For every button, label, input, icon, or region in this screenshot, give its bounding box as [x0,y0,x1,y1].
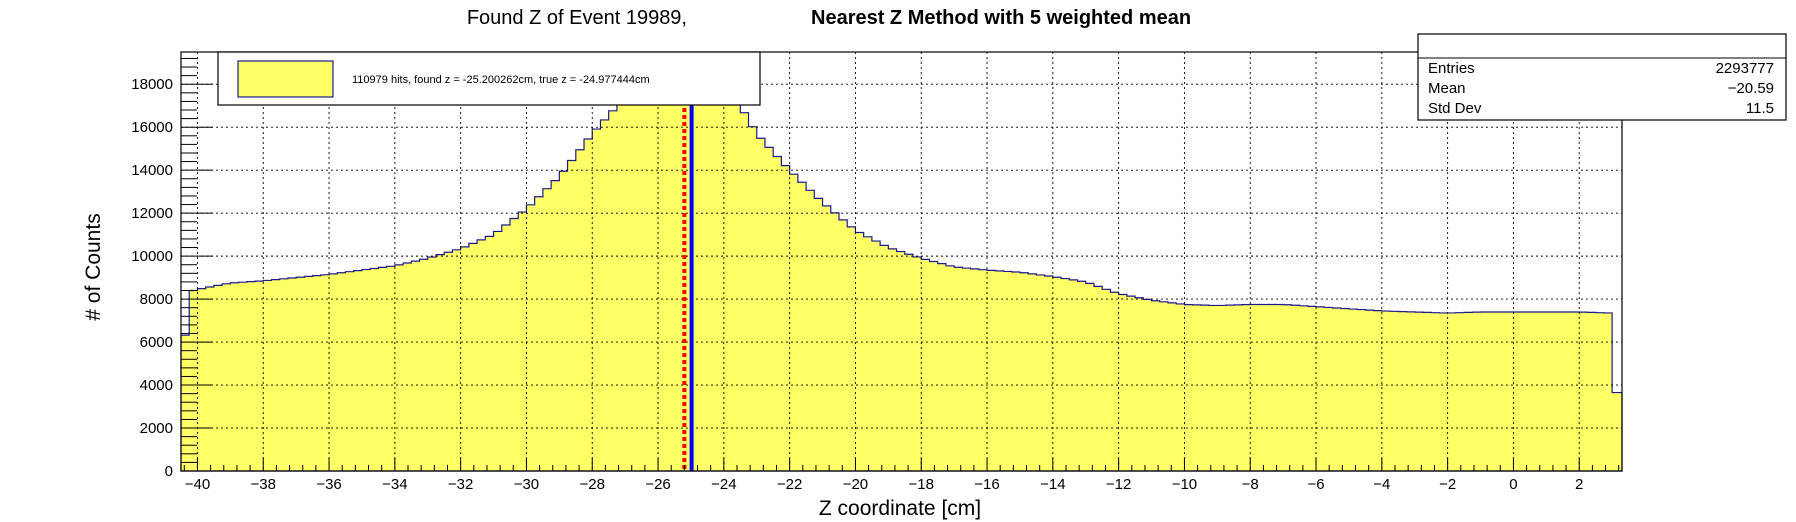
y-tick-label: 8000 [140,291,173,308]
stats-box: Entries 2293777 Mean −20.59 Std Dev 11.5 [1417,33,1787,121]
y-tick-label: 16000 [131,119,173,136]
x-tick-label: −2 [1439,476,1456,493]
x-tick-label: −24 [711,476,736,493]
legend-swatch [237,60,334,98]
plot-area: −40 −38 −36 −34 −32 −30 −28 −26 −24 −22 −20 −18 −16−… [131,51,1623,493]
x-tick-label: −34 [382,476,407,493]
x-tick-label: −16 [974,476,999,493]
y-tick-label: 2000 [140,420,173,437]
stats-mean-value: −20.59 [1728,80,1774,97]
x-tick-label: −10 [1172,476,1197,493]
chart-title-plain: Found Z of Event 19989, [467,7,687,29]
y-tick-label: 18000 [131,76,173,93]
x-tick-label: −30 [514,476,539,493]
x-tick-label: −20 [843,476,868,493]
x-tick-label: −36 [316,476,341,493]
x-tick-label: −12 [1106,476,1131,493]
x-tick-label: −38 [251,476,276,493]
x-tick-label: −8 [1242,476,1259,493]
stats-stddev-label: Std Dev [1428,100,1482,117]
x-tick-label: −6 [1307,476,1324,493]
y-tick-label: 4000 [140,377,173,394]
chart-title-bold: Nearest Z Method with 5 weighted mean [811,7,1191,29]
x-tick-label: 2 [1575,476,1583,493]
x-tick-label: −32 [448,476,473,493]
y-tick-label: 6000 [140,334,173,351]
stats-entries-value: 2293777 [1716,60,1774,77]
y-tick-label: 12000 [131,205,173,222]
x-tick-label: −28 [580,476,605,493]
y-tick-label: 14000 [131,162,173,179]
x-tick-label: −18 [909,476,934,493]
x-tick-label: −40 [185,476,210,493]
y-tick-label: 0 [165,463,173,480]
x-tick-label: 0 [1509,476,1517,493]
stats-entries-label: Entries [1428,60,1475,77]
legend-box: 110979 hits, found z = -25.200262cm, tru… [217,51,761,106]
stats-stddev-value: 11.5 [1746,100,1774,117]
x-tick-label: −14 [1040,476,1065,493]
y-tick-label: 10000 [131,248,173,265]
x-tick-label: −26 [645,476,670,493]
x-tick-label: −22 [777,476,802,493]
plot-frame [180,51,1623,472]
histogram-fill [180,51,1623,472]
y-axis-title: # of Counts [82,213,105,320]
stats-mean-label: Mean [1428,80,1466,97]
legend-entry: 110979 hits, found z = -25.200262cm, tru… [352,74,650,86]
x-tick-label: −4 [1373,476,1390,493]
x-axis-title: Z coordinate [cm] [819,497,981,520]
